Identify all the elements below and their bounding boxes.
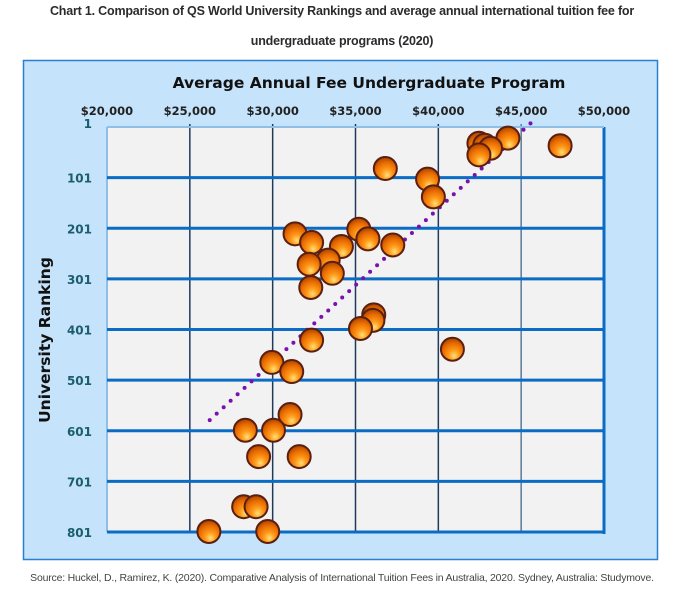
y-tick-label: 201: [67, 222, 92, 236]
data-point-marker: [547, 133, 573, 159]
y-tick-labels: 1 101 201 301 401 501 601 701 801: [67, 117, 92, 540]
data-point: [420, 184, 446, 210]
chart-title-line-2: undergraduate programs (2020): [250, 34, 434, 48]
x-tick-label: $45,000: [495, 104, 547, 118]
data-point-marker: [196, 518, 222, 544]
data-point: [277, 402, 303, 428]
x-axis-title: Average Annual Fee Undergraduate Program: [173, 74, 566, 92]
data-point: [196, 518, 222, 544]
data-point-marker: [439, 336, 465, 362]
data-point: [380, 232, 406, 258]
y-tick-label: 401: [67, 324, 92, 338]
data-point-marker: [286, 444, 312, 470]
data-point: [260, 417, 286, 443]
data-point-marker: [232, 417, 258, 443]
chart-title-line-1: Chart 1. Comparison of QS World Universi…: [49, 4, 635, 18]
data-point-marker: [277, 402, 303, 428]
data-point-marker: [255, 518, 281, 544]
data-point: [547, 133, 573, 159]
data-point: [299, 327, 325, 353]
y-tick-label: 701: [67, 475, 92, 489]
data-point: [255, 518, 281, 544]
trendline: [207, 120, 534, 423]
data-point-marker: [298, 274, 324, 300]
data-point-marker: [246, 444, 272, 470]
data-point: [232, 417, 258, 443]
x-tick-label: $25,000: [164, 104, 216, 118]
data-point: [243, 494, 269, 520]
y-tick-label: 101: [67, 172, 92, 186]
trendline-path: [207, 120, 534, 423]
data-point-marker: [299, 327, 325, 353]
y-tick-label: 501: [67, 374, 92, 388]
data-point-marker: [299, 229, 325, 255]
x-tick-label: $35,000: [329, 104, 381, 118]
data-point: [298, 274, 324, 300]
data-point: [372, 156, 398, 182]
x-tick-label: $50,000: [578, 104, 630, 118]
data-point: [286, 444, 312, 470]
source-citation: Source: Huckel, D., Ramirez, K. (2020). …: [30, 572, 654, 584]
y-tick-label: 1: [84, 117, 92, 131]
data-point: [296, 251, 322, 277]
data-points: [196, 125, 573, 544]
data-point-marker: [279, 359, 305, 385]
y-axis-title: University Ranking: [36, 257, 54, 423]
x-tick-label: $40,000: [412, 104, 464, 118]
y-tick-label: 601: [67, 425, 92, 439]
data-point-marker: [319, 260, 345, 286]
data-point-marker: [296, 251, 322, 277]
data-point: [439, 336, 465, 362]
data-point: [299, 229, 325, 255]
data-point: [466, 142, 492, 168]
data-point-marker: [420, 184, 446, 210]
x-tick-label: $20,000: [81, 104, 133, 118]
data-point-marker: [260, 417, 286, 443]
data-point: [279, 359, 305, 385]
data-point: [355, 226, 381, 252]
data-point-marker: [380, 232, 406, 258]
data-point-marker: [466, 142, 492, 168]
x-tick-labels: $20,000 $25,000 $30,000 $35,000 $40,000 $45,0…: [81, 104, 630, 118]
data-point: [319, 260, 345, 286]
y-tick-label: 301: [67, 273, 92, 287]
data-point-marker: [243, 494, 269, 520]
x-tick-label: $30,000: [246, 104, 298, 118]
data-point-marker: [372, 156, 398, 182]
data-point: [347, 315, 373, 341]
data-point-marker: [355, 226, 381, 252]
y-tick-label: 801: [67, 526, 92, 540]
data-point-marker: [347, 315, 373, 341]
data-point: [246, 444, 272, 470]
